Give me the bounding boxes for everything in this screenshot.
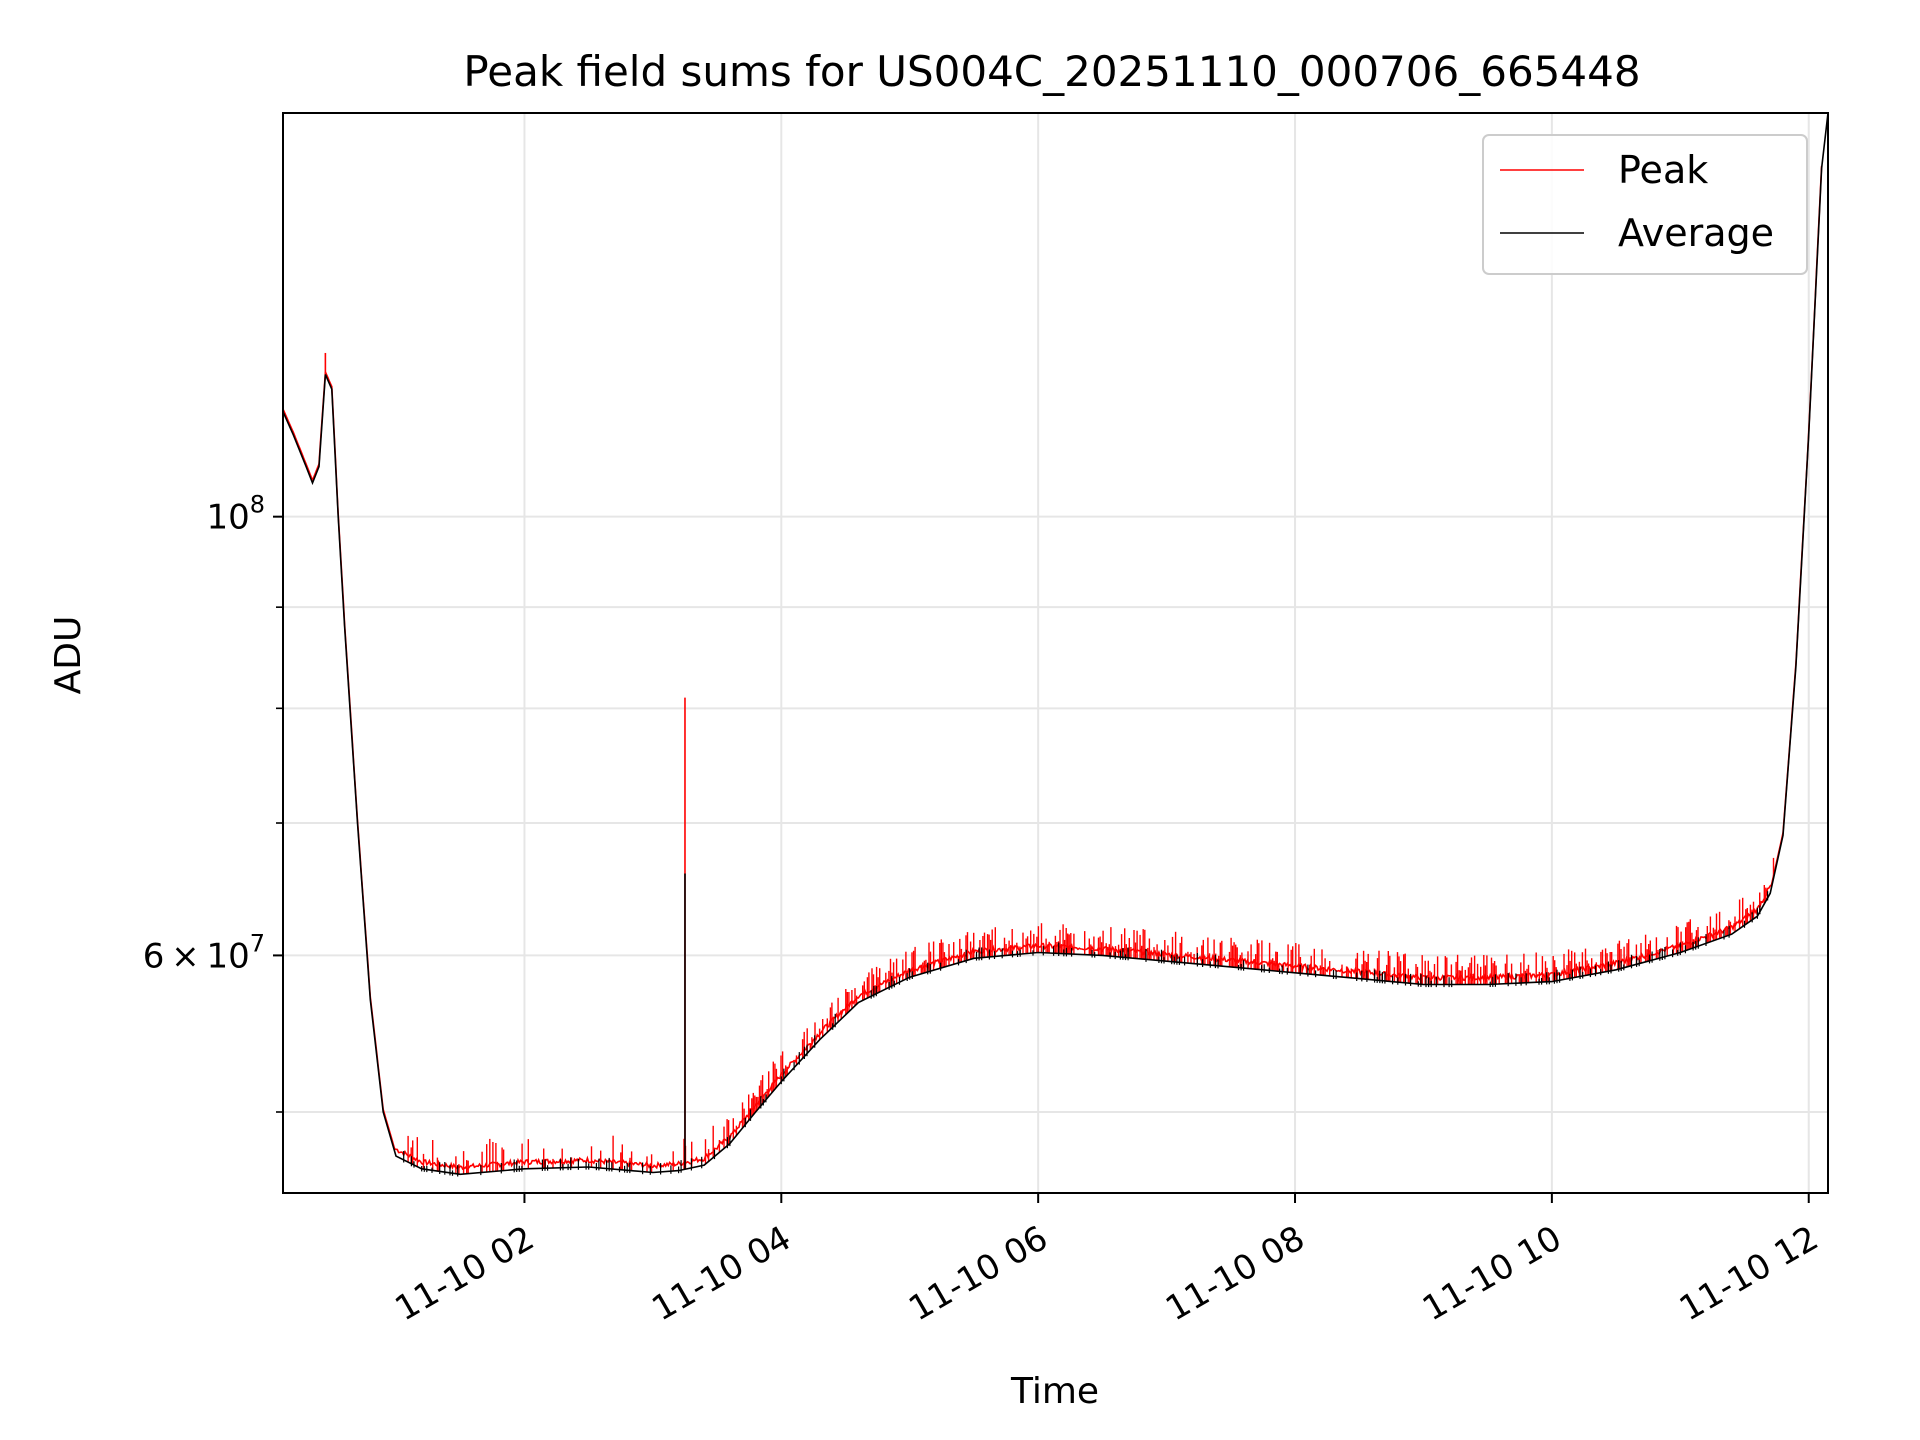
legend: Peak Average [1482, 134, 1808, 275]
average-series-line [282, 112, 1829, 1176]
y-tick-label: 6 × 107 [143, 929, 265, 976]
series-layer [282, 112, 1829, 1177]
legend-average-label: Average [1618, 211, 1774, 255]
y-tick-label: 108 [206, 491, 265, 538]
y-axis-ticks: 108 6 × 107 [143, 491, 283, 1113]
y-axis-label: ADU [48, 616, 89, 695]
legend-peak-label: Peak [1618, 148, 1708, 192]
chart-title: Peak field sums for US004C_20251110_0007… [463, 47, 1640, 96]
peak-series-spikes [282, 352, 1775, 1175]
average-series-spikes [403, 873, 1769, 1177]
grid-lines [283, 113, 1828, 1193]
x-axis-label: Time [1010, 1371, 1099, 1412]
peak-series-envelope [282, 165, 1823, 1171]
plot-frame [282, 112, 1829, 1194]
